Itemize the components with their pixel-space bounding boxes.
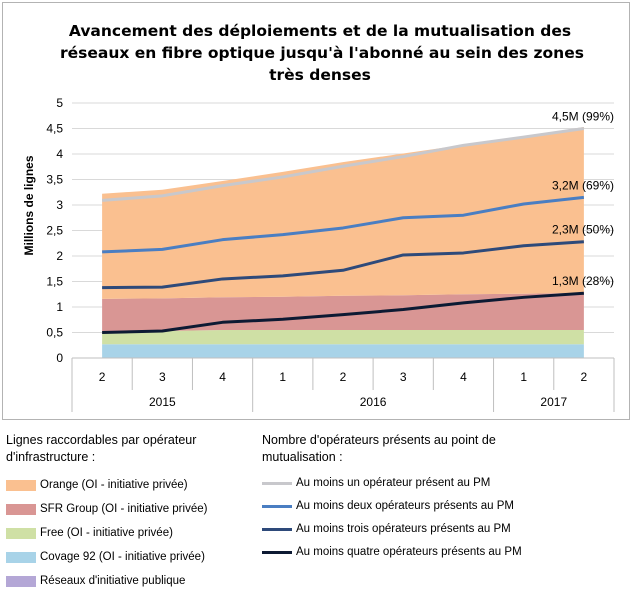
- legend-label: Au moins trois opérateurs présents au PM: [296, 523, 511, 535]
- area-series: [102, 126, 584, 299]
- legend-lines-title-line-1: Nombre d'opérateurs présents au point de: [262, 433, 496, 447]
- legend-areas-title-line-2: d'infrastructure :: [6, 450, 96, 464]
- legend-swatch: [6, 503, 36, 515]
- legend-areas-title-line-1: Lignes raccordables par opérateur: [6, 433, 197, 447]
- x-tick-label: 3: [159, 370, 166, 384]
- legend-line-swatch: [262, 504, 292, 508]
- x-tick-label: 2: [99, 370, 106, 384]
- x-tick-label: 3: [400, 370, 407, 384]
- legend-line-swatch: [262, 481, 292, 485]
- x-group-label: 2017: [540, 395, 567, 409]
- legend-label: Au moins quatre opérateurs présents au P…: [296, 546, 522, 558]
- area-series: [102, 344, 584, 358]
- y-tick-label: 4,5: [46, 122, 63, 136]
- legend-area-item: Free (OI - initiative privée): [6, 527, 173, 539]
- legend-label: Free (OI - initiative privée): [40, 527, 173, 539]
- chart-frame: [2, 2, 630, 420]
- y-tick-label: 4: [56, 147, 63, 161]
- series-annotation: 4,5M (99%): [552, 110, 614, 124]
- legend-line-item: Au moins un opérateur présent au PM: [262, 477, 490, 489]
- y-tick-label: 3: [56, 198, 63, 212]
- legend-line-item: Au moins quatre opérateurs présents au P…: [262, 546, 522, 558]
- legend-swatch: [6, 479, 36, 491]
- legend-label: Orange (OI - initiative privée): [40, 479, 188, 491]
- legend-area-item: Réseaux d'initiative publique: [6, 575, 185, 587]
- series-line: [101, 127, 585, 202]
- y-tick-label: 1: [56, 300, 63, 314]
- legend-area-item: Covage 92 (OI - initiative privée): [6, 551, 205, 563]
- chart-title-line-2: réseaux en fibre optique jusqu'à l'abonn…: [60, 44, 584, 62]
- series-annotation: 3,2M (69%): [552, 178, 614, 192]
- y-axis-label: Millions de lignes: [22, 155, 36, 255]
- chart-title: Avancement des déploiements et de la mut…: [60, 20, 584, 86]
- area-line-chart: 0 0,5 1 1,5 2 2,5 3 3,5 4 4,5 5 4,5M (99%) 3,2M (69%…: [22, 96, 615, 412]
- chart-title-line-3: très denses: [269, 66, 371, 84]
- legend-line-swatch: [262, 527, 292, 531]
- x-group-label: 2016: [360, 395, 387, 409]
- series-line: [102, 195, 585, 254]
- legend-lines-title-line-2: mutualisation :: [262, 450, 343, 464]
- legend-line-swatch: [262, 550, 292, 554]
- y-tick-label: 2,5: [46, 224, 63, 238]
- legend-label: SFR Group (OI - initiative privée): [40, 503, 208, 515]
- area-series: [102, 329, 584, 345]
- y-tick-label: 5: [56, 96, 63, 110]
- legend-line-item: Au moins trois opérateurs présents au PM: [262, 523, 511, 535]
- x-tick-label: 4: [219, 370, 226, 384]
- legend-label: Au moins un opérateur présent au PM: [296, 477, 491, 489]
- y-tick-label: 0,5: [46, 326, 63, 340]
- series-annotation: 1,3M (28%): [552, 274, 614, 288]
- legend-area-item: Orange (OI - initiative privée): [6, 479, 188, 491]
- series-annotation: 2,3M (50%): [552, 223, 614, 237]
- legend-lines-title: Nombre d'opérateurs présents au point de…: [262, 432, 496, 466]
- x-tick-label: 2: [340, 370, 347, 384]
- y-tick-label: 1,5: [46, 275, 63, 289]
- x-tick-label: 1: [279, 370, 286, 384]
- x-group-label: 2015: [149, 395, 176, 409]
- legend-swatch: [6, 551, 36, 563]
- legend-label: Covage 92 (OI - initiative privée): [40, 551, 205, 563]
- x-tick-label: 1: [520, 370, 527, 384]
- y-tick-label: 3,5: [46, 173, 63, 187]
- series-line: [102, 240, 584, 290]
- x-tick-label: 2: [581, 370, 588, 384]
- series-line: [102, 291, 584, 334]
- legend-swatch: [6, 527, 36, 539]
- chart-title-line-1: Avancement des déploiements et de la mut…: [68, 22, 572, 40]
- legend-areas-title: Lignes raccordables par opérateur d'infr…: [6, 432, 196, 466]
- legend-label: Réseaux d'initiative publique: [40, 575, 186, 587]
- y-tick-label: 2: [56, 249, 63, 263]
- y-tick-label: 0: [56, 351, 63, 365]
- legend-label: Au moins deux opérateurs présents au PM: [296, 500, 514, 512]
- legend-swatch: [6, 575, 36, 587]
- legend-area-item: SFR Group (OI - initiative privée): [6, 503, 207, 515]
- legend-line-item: Au moins deux opérateurs présents au PM: [262, 500, 514, 512]
- x-tick-label: 4: [460, 370, 467, 384]
